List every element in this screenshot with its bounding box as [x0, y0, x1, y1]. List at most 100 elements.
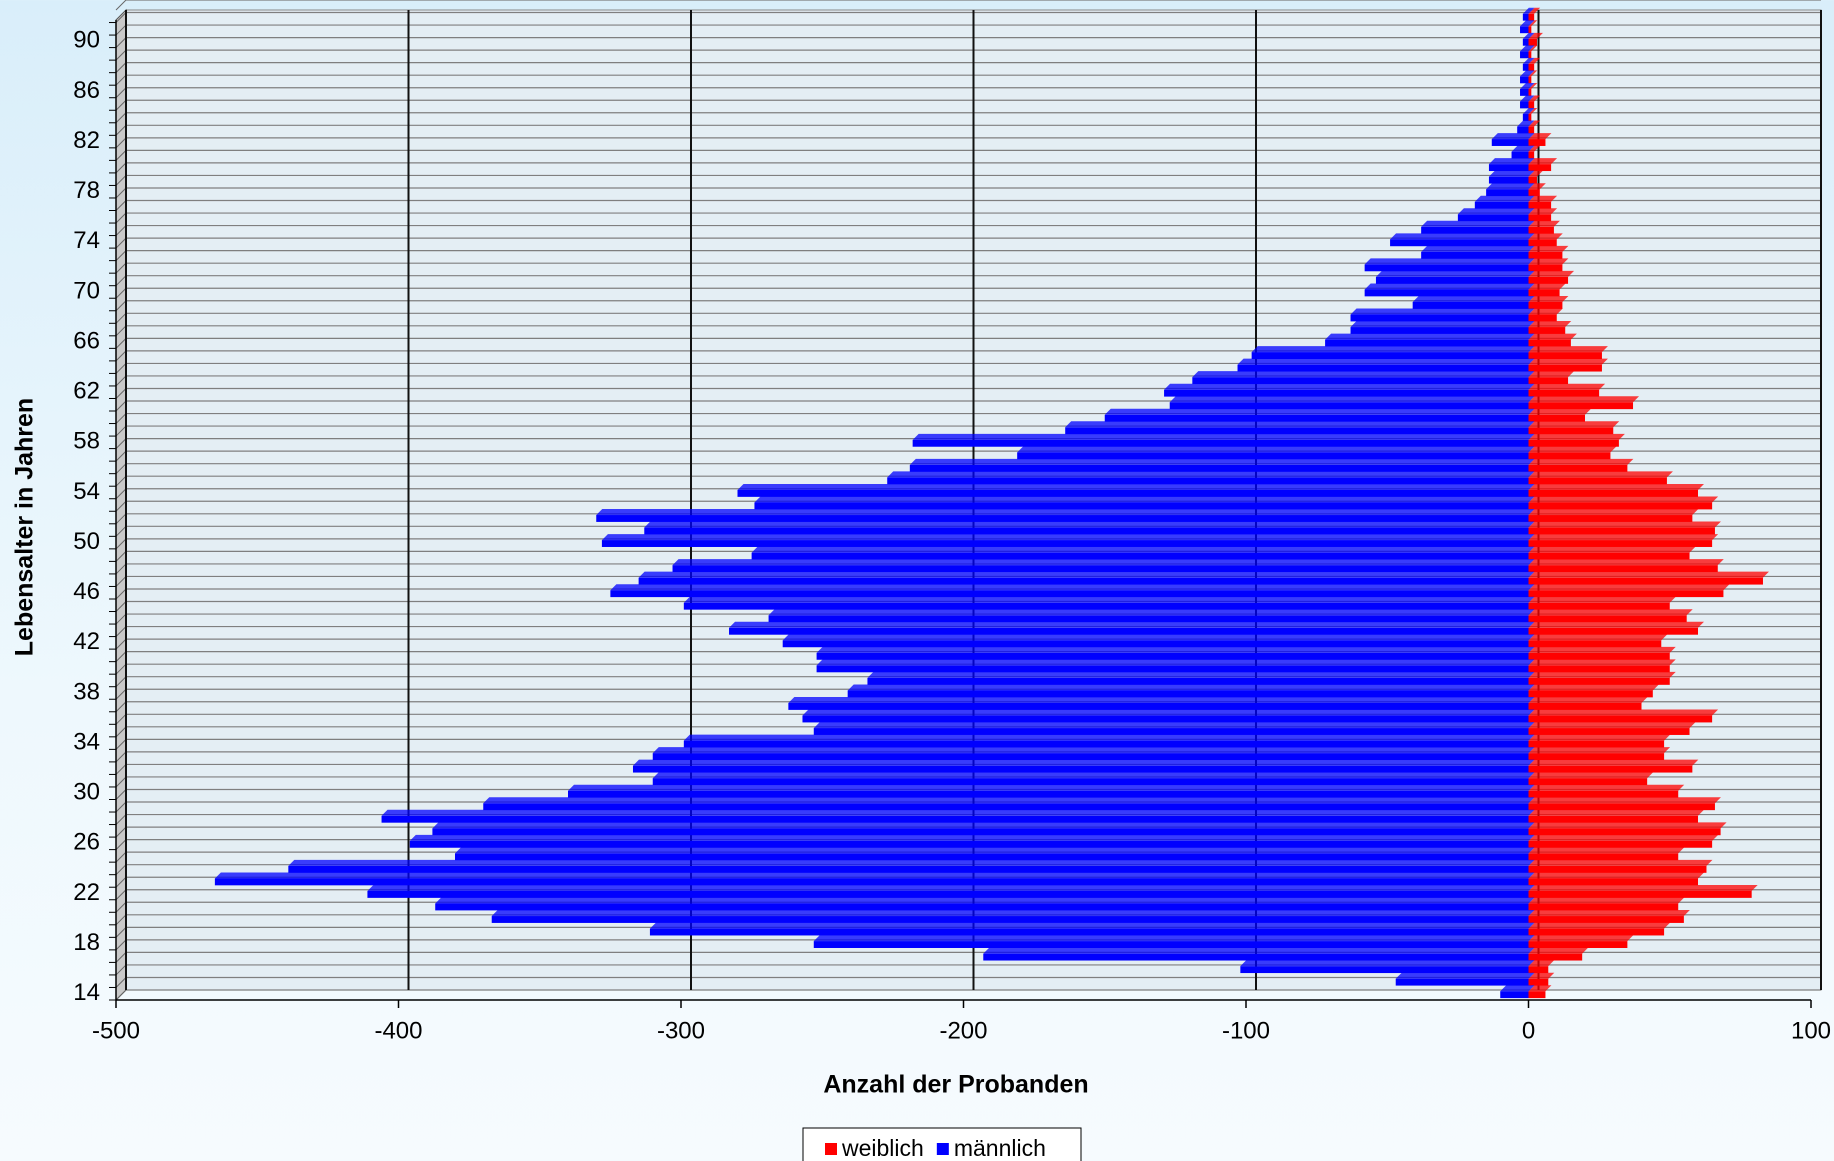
bar-face — [1325, 339, 1529, 347]
bar-face — [632, 765, 1529, 773]
bar — [813, 722, 1535, 735]
row-line — [115, 250, 127, 261]
bar-face — [1520, 26, 1529, 34]
row-line — [115, 651, 127, 662]
bar — [483, 797, 1535, 811]
bar — [1528, 559, 1724, 573]
y-tick-label: 70 — [73, 277, 100, 304]
bar-face — [432, 828, 1529, 836]
bar — [1528, 784, 1685, 798]
bar — [649, 922, 1535, 936]
y-tick-label: 38 — [73, 678, 100, 705]
bar-top — [912, 433, 1535, 440]
bar-top — [683, 596, 1535, 603]
bar-top — [1528, 559, 1724, 566]
bar — [1488, 158, 1535, 172]
row-line — [115, 801, 127, 813]
bar-face — [1528, 590, 1724, 598]
bar-top — [432, 822, 1535, 829]
bar — [1528, 120, 1541, 134]
bar-top — [813, 722, 1535, 729]
bar-face — [1528, 76, 1532, 84]
bar — [1528, 358, 1608, 372]
row-line — [115, 525, 127, 537]
bar — [1240, 960, 1535, 974]
bar-face — [1251, 352, 1529, 360]
bar-face — [1528, 226, 1554, 234]
bar-top — [1528, 935, 1634, 942]
bar — [409, 834, 1535, 848]
bar-face — [816, 652, 1529, 660]
bar-face — [1528, 314, 1557, 322]
bar-top — [1528, 609, 1693, 616]
bar — [1528, 421, 1620, 435]
bar-top — [1528, 960, 1555, 967]
bar-face — [1528, 13, 1535, 21]
bar-top — [1528, 95, 1541, 102]
bar-face — [1528, 753, 1665, 761]
row-line — [115, 901, 127, 913]
bar-top — [1528, 283, 1566, 290]
bar-top — [1528, 496, 1719, 503]
bar-top — [1522, 7, 1535, 14]
bar-top — [1251, 346, 1535, 353]
bar — [214, 872, 1535, 886]
row-line — [115, 413, 127, 424]
row-line — [115, 350, 127, 362]
row-line — [115, 388, 127, 399]
x-tick-label: -100 — [1222, 1017, 1270, 1044]
bar-top — [596, 509, 1535, 516]
bar — [1528, 133, 1552, 146]
bar-face — [649, 928, 1529, 936]
bar-top — [435, 897, 1535, 904]
bar — [788, 697, 1535, 710]
row-line — [115, 375, 127, 387]
bar — [1528, 270, 1575, 284]
bar — [1528, 509, 1699, 522]
row-line — [115, 613, 127, 625]
bar-top — [867, 671, 1535, 678]
bar — [1528, 170, 1543, 184]
bar-face — [491, 916, 1529, 923]
bar — [912, 433, 1535, 447]
bar-top — [1017, 446, 1535, 453]
legend-label: weiblich — [841, 1135, 924, 1161]
bar-face — [1528, 765, 1693, 773]
y-axis-title: Lebensalter in Jahren — [11, 398, 39, 656]
bar — [1528, 809, 1704, 823]
bar-face — [1528, 26, 1532, 34]
bar — [455, 847, 1535, 861]
bar-top — [1528, 170, 1543, 177]
y-tick-label: 50 — [73, 528, 100, 555]
bar-face — [1520, 88, 1529, 96]
bar — [1528, 797, 1721, 811]
x-axis-title: Anzahl der Probanden — [823, 1071, 1088, 1099]
bar — [672, 559, 1535, 573]
bar — [1528, 371, 1575, 385]
bar — [1491, 133, 1535, 146]
bar-top — [1528, 82, 1538, 89]
bar-face — [1528, 101, 1535, 109]
bar-face — [1528, 790, 1679, 798]
bar-top — [1528, 621, 1704, 628]
bar — [1528, 7, 1541, 21]
bar-face — [1237, 364, 1529, 372]
bar-top — [983, 947, 1535, 954]
bar — [1350, 308, 1535, 322]
row-line — [115, 977, 127, 988]
bar-top — [1528, 722, 1696, 729]
bar-top — [1528, 57, 1541, 64]
bar-top — [1522, 57, 1535, 64]
bar-top — [1528, 70, 1538, 77]
bar-face — [1522, 63, 1529, 71]
row-line — [115, 751, 127, 763]
bar-face — [1528, 715, 1713, 723]
bar — [652, 772, 1535, 786]
bar — [1421, 245, 1535, 259]
y-tick-label: 14 — [73, 979, 100, 1006]
row-line — [115, 74, 127, 86]
x-tick-label: -300 — [657, 1017, 705, 1044]
row-line — [115, 576, 127, 587]
bar-top — [1491, 133, 1535, 140]
bar-face — [672, 565, 1529, 573]
